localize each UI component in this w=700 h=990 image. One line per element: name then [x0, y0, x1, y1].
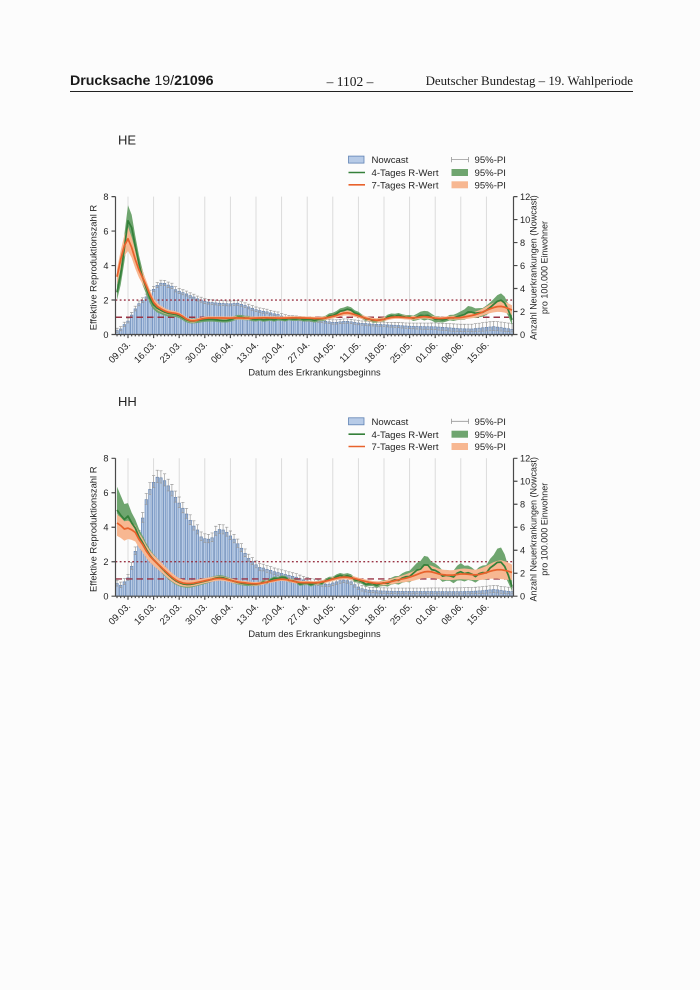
svg-text:8: 8	[103, 454, 108, 464]
svg-text:08.06.: 08.06.	[439, 601, 465, 627]
svg-text:20.04.: 20.04.	[260, 339, 286, 365]
svg-text:95%-PI: 95%-PI	[475, 442, 506, 453]
svg-text:30.03.: 30.03.	[183, 601, 209, 627]
svg-text:Nowcast: Nowcast	[372, 155, 409, 166]
svg-text:pro 100.000 Einwohner: pro 100.000 Einwohner	[540, 221, 550, 314]
svg-text:11.05.: 11.05.	[338, 339, 364, 365]
svg-text:7-Tages R-Wert: 7-Tages R-Wert	[372, 442, 439, 453]
svg-text:04.05.: 04.05.	[311, 339, 337, 365]
svg-text:09.03.: 09.03.	[107, 601, 133, 627]
svg-text:4-Tages R-Wert: 4-Tages R-Wert	[372, 168, 439, 179]
svg-text:95%-PI: 95%-PI	[475, 168, 506, 179]
svg-text:09.03.: 09.03.	[107, 339, 133, 365]
svg-text:7-Tages R-Wert: 7-Tages R-Wert	[372, 180, 439, 191]
svg-text:Effektive Reproduktionszahl R: Effektive Reproduktionszahl R	[88, 466, 99, 592]
svg-text:16.03.: 16.03.	[132, 339, 158, 365]
svg-text:4: 4	[103, 261, 108, 271]
svg-text:15.06.: 15.06.	[465, 601, 491, 627]
svg-text:18.05.: 18.05.	[363, 601, 389, 627]
svg-text:15.06.: 15.06.	[465, 339, 491, 365]
svg-text:12: 12	[520, 192, 530, 202]
svg-text:06.04.: 06.04.	[209, 339, 235, 365]
svg-text:01.06.: 01.06.	[414, 339, 440, 365]
svg-text:Effektive Reproduktionszahl R: Effektive Reproduktionszahl R	[88, 205, 99, 331]
svg-text:95%-PI: 95%-PI	[475, 430, 506, 441]
svg-text:95%-PI: 95%-PI	[475, 180, 506, 191]
svg-text:25.05.: 25.05.	[388, 339, 414, 365]
svg-text:HH: HH	[118, 394, 137, 409]
svg-text:Anzahl Neuerkrankungen (Nowcas: Anzahl Neuerkrankungen (Nowcast)	[529, 457, 539, 602]
svg-text:6: 6	[520, 261, 525, 271]
svg-text:6: 6	[103, 226, 108, 236]
svg-text:pro 100.000 Einwohner: pro 100.000 Einwohner	[540, 483, 550, 576]
svg-text:4-Tages R-Wert: 4-Tages R-Wert	[372, 430, 439, 441]
svg-text:6: 6	[520, 523, 525, 533]
svg-text:Anzahl Neuerkrankungen (Nowcas: Anzahl Neuerkrankungen (Nowcast)	[529, 195, 539, 340]
svg-text:10: 10	[520, 215, 530, 225]
svg-text:13.04.: 13.04.	[235, 339, 261, 365]
svg-text:HE: HE	[118, 132, 136, 147]
svg-text:27.04.: 27.04.	[286, 601, 312, 627]
svg-text:4: 4	[520, 284, 525, 294]
svg-text:95%-PI: 95%-PI	[475, 417, 506, 428]
svg-text:23.03.: 23.03.	[158, 601, 184, 627]
svg-text:01.06.: 01.06.	[414, 601, 440, 627]
svg-text:08.06.: 08.06.	[439, 339, 465, 365]
svg-text:95%-PI: 95%-PI	[475, 155, 506, 166]
svg-text:16.03.: 16.03.	[132, 601, 158, 627]
svg-text:0: 0	[520, 592, 525, 602]
svg-text:11.05.: 11.05.	[338, 601, 364, 627]
svg-text:Datum des Erkrankungsbeginns: Datum des Erkrankungsbeginns	[248, 367, 381, 377]
svg-text:8: 8	[520, 500, 525, 510]
svg-text:12: 12	[520, 454, 530, 464]
svg-text:23.03.: 23.03.	[158, 339, 184, 365]
svg-text:6: 6	[103, 488, 108, 498]
svg-text:Datum des Erkrankungsbeginns: Datum des Erkrankungsbeginns	[248, 629, 381, 639]
svg-text:0: 0	[103, 592, 108, 602]
svg-text:Nowcast: Nowcast	[372, 417, 409, 428]
svg-text:2: 2	[103, 295, 108, 305]
svg-text:25.05.: 25.05.	[388, 601, 414, 627]
svg-text:2: 2	[520, 569, 525, 579]
svg-text:06.04.: 06.04.	[209, 601, 235, 627]
svg-text:0: 0	[520, 330, 525, 340]
svg-text:2: 2	[103, 557, 108, 567]
svg-text:8: 8	[103, 192, 108, 202]
svg-text:13.04.: 13.04.	[235, 601, 261, 627]
svg-text:30.03.: 30.03.	[183, 339, 209, 365]
svg-text:4: 4	[520, 546, 525, 556]
svg-text:8: 8	[520, 238, 525, 248]
svg-text:2: 2	[520, 307, 525, 317]
svg-text:18.05.: 18.05.	[363, 339, 389, 365]
svg-text:04.05.: 04.05.	[311, 601, 337, 627]
svg-text:20.04.: 20.04.	[260, 601, 286, 627]
svg-text:10: 10	[520, 477, 530, 487]
svg-text:0: 0	[103, 330, 108, 340]
svg-text:27.04.: 27.04.	[286, 339, 312, 365]
svg-text:4: 4	[103, 523, 108, 533]
